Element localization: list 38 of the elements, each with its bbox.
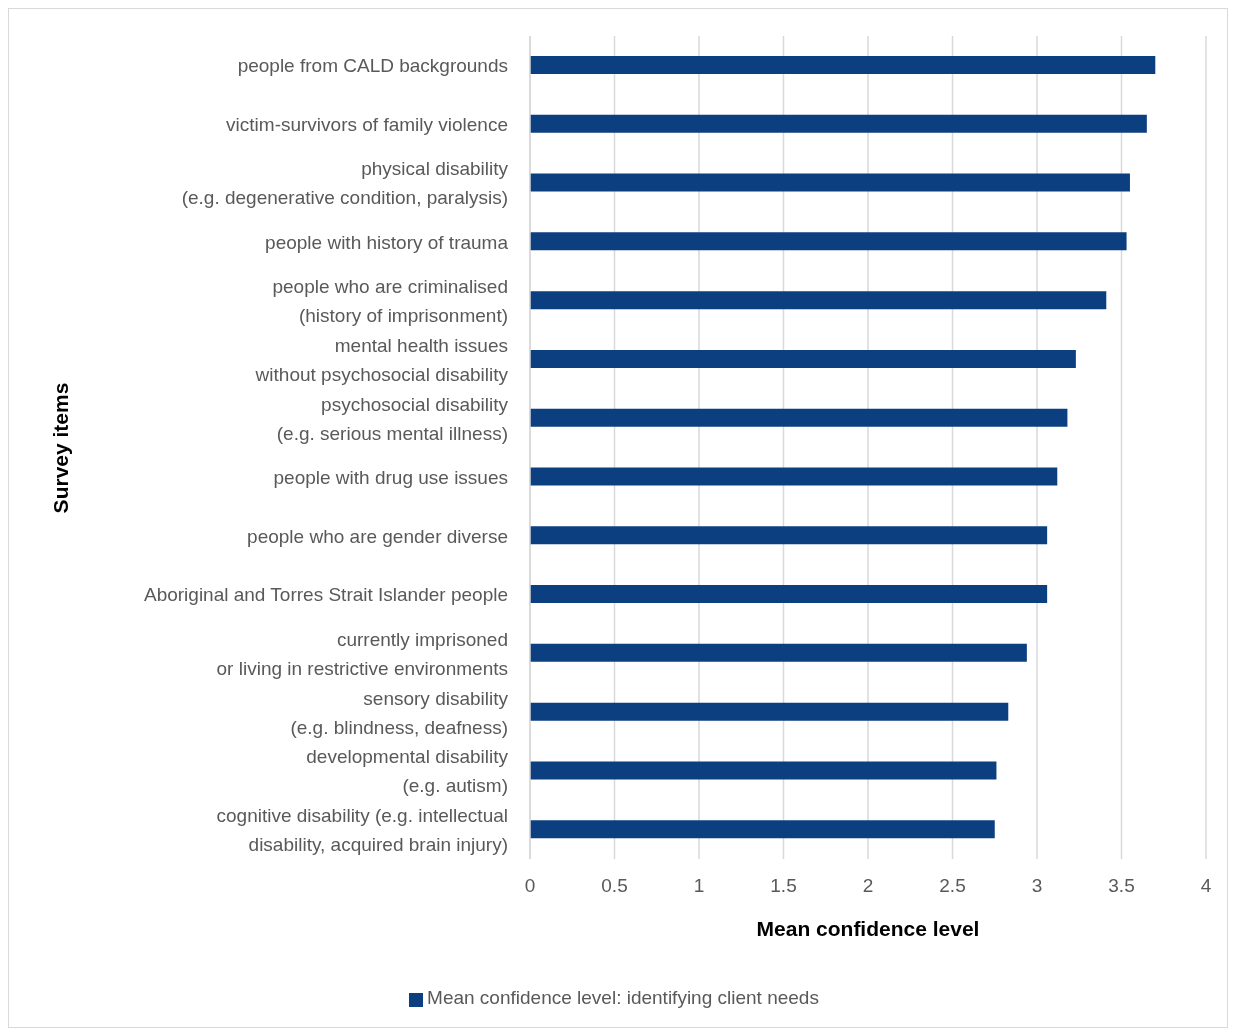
bar [530,585,1048,604]
bar [530,526,1048,545]
x-tick-label: 0 [524,875,536,897]
y-tick-label: sensory disability (e.g. blindness, deafness) [290,687,509,738]
y-tick-label: people with history of trauma [265,231,509,253]
y-tick-label: victim-survivors of family violence [226,113,508,135]
bar [530,232,1127,251]
bar [530,349,1076,368]
y-tick-label: Aboriginal and Torres Strait Islander people [143,583,508,605]
bar [530,114,1147,133]
x-tick-label: 3.5 [1108,875,1135,897]
bar [530,702,1009,721]
bar [530,173,1130,192]
y-tick-label: developmental disability (e.g. autism) [306,745,509,796]
x-tick-label: 1 [693,875,705,897]
x-tick-label: 1.5 [770,875,797,897]
x-tick-label: 4 [1200,875,1212,897]
bar [530,820,995,839]
x-tick-label: 2.5 [939,875,966,897]
x-tick-label: 2 [862,875,874,897]
x-tick-label: 3 [1031,875,1043,897]
bar [530,761,997,780]
y-tick-label: physical disability (e.g. degenerative condition, paralysis) [181,157,509,208]
legend-label: Mean confidence level: identifying client needs [427,987,819,1008]
y-tick-label: psychosocial disability (e.g. serious mental illness) [276,393,509,444]
y-tick-label: people who are gender diverse [247,525,508,547]
y-tick-label: people from CALD backgrounds [237,54,508,76]
y-tick-label: people with drug use issues [273,466,508,488]
x-axis-title: Mean confidence level [755,917,981,941]
bar [530,467,1058,486]
x-tick-label: 0.5 [601,875,628,897]
bar [530,56,1156,74]
bar [530,643,1027,662]
y-tick-label: cognitive disability (e.g. intellectual disability, acquired brain injury) [216,804,508,855]
bar [530,291,1107,310]
y-axis-title: Survey items [49,382,73,514]
y-tick-label: people who are criminalised (history of imprisonment) [272,275,508,326]
bar [530,408,1068,427]
